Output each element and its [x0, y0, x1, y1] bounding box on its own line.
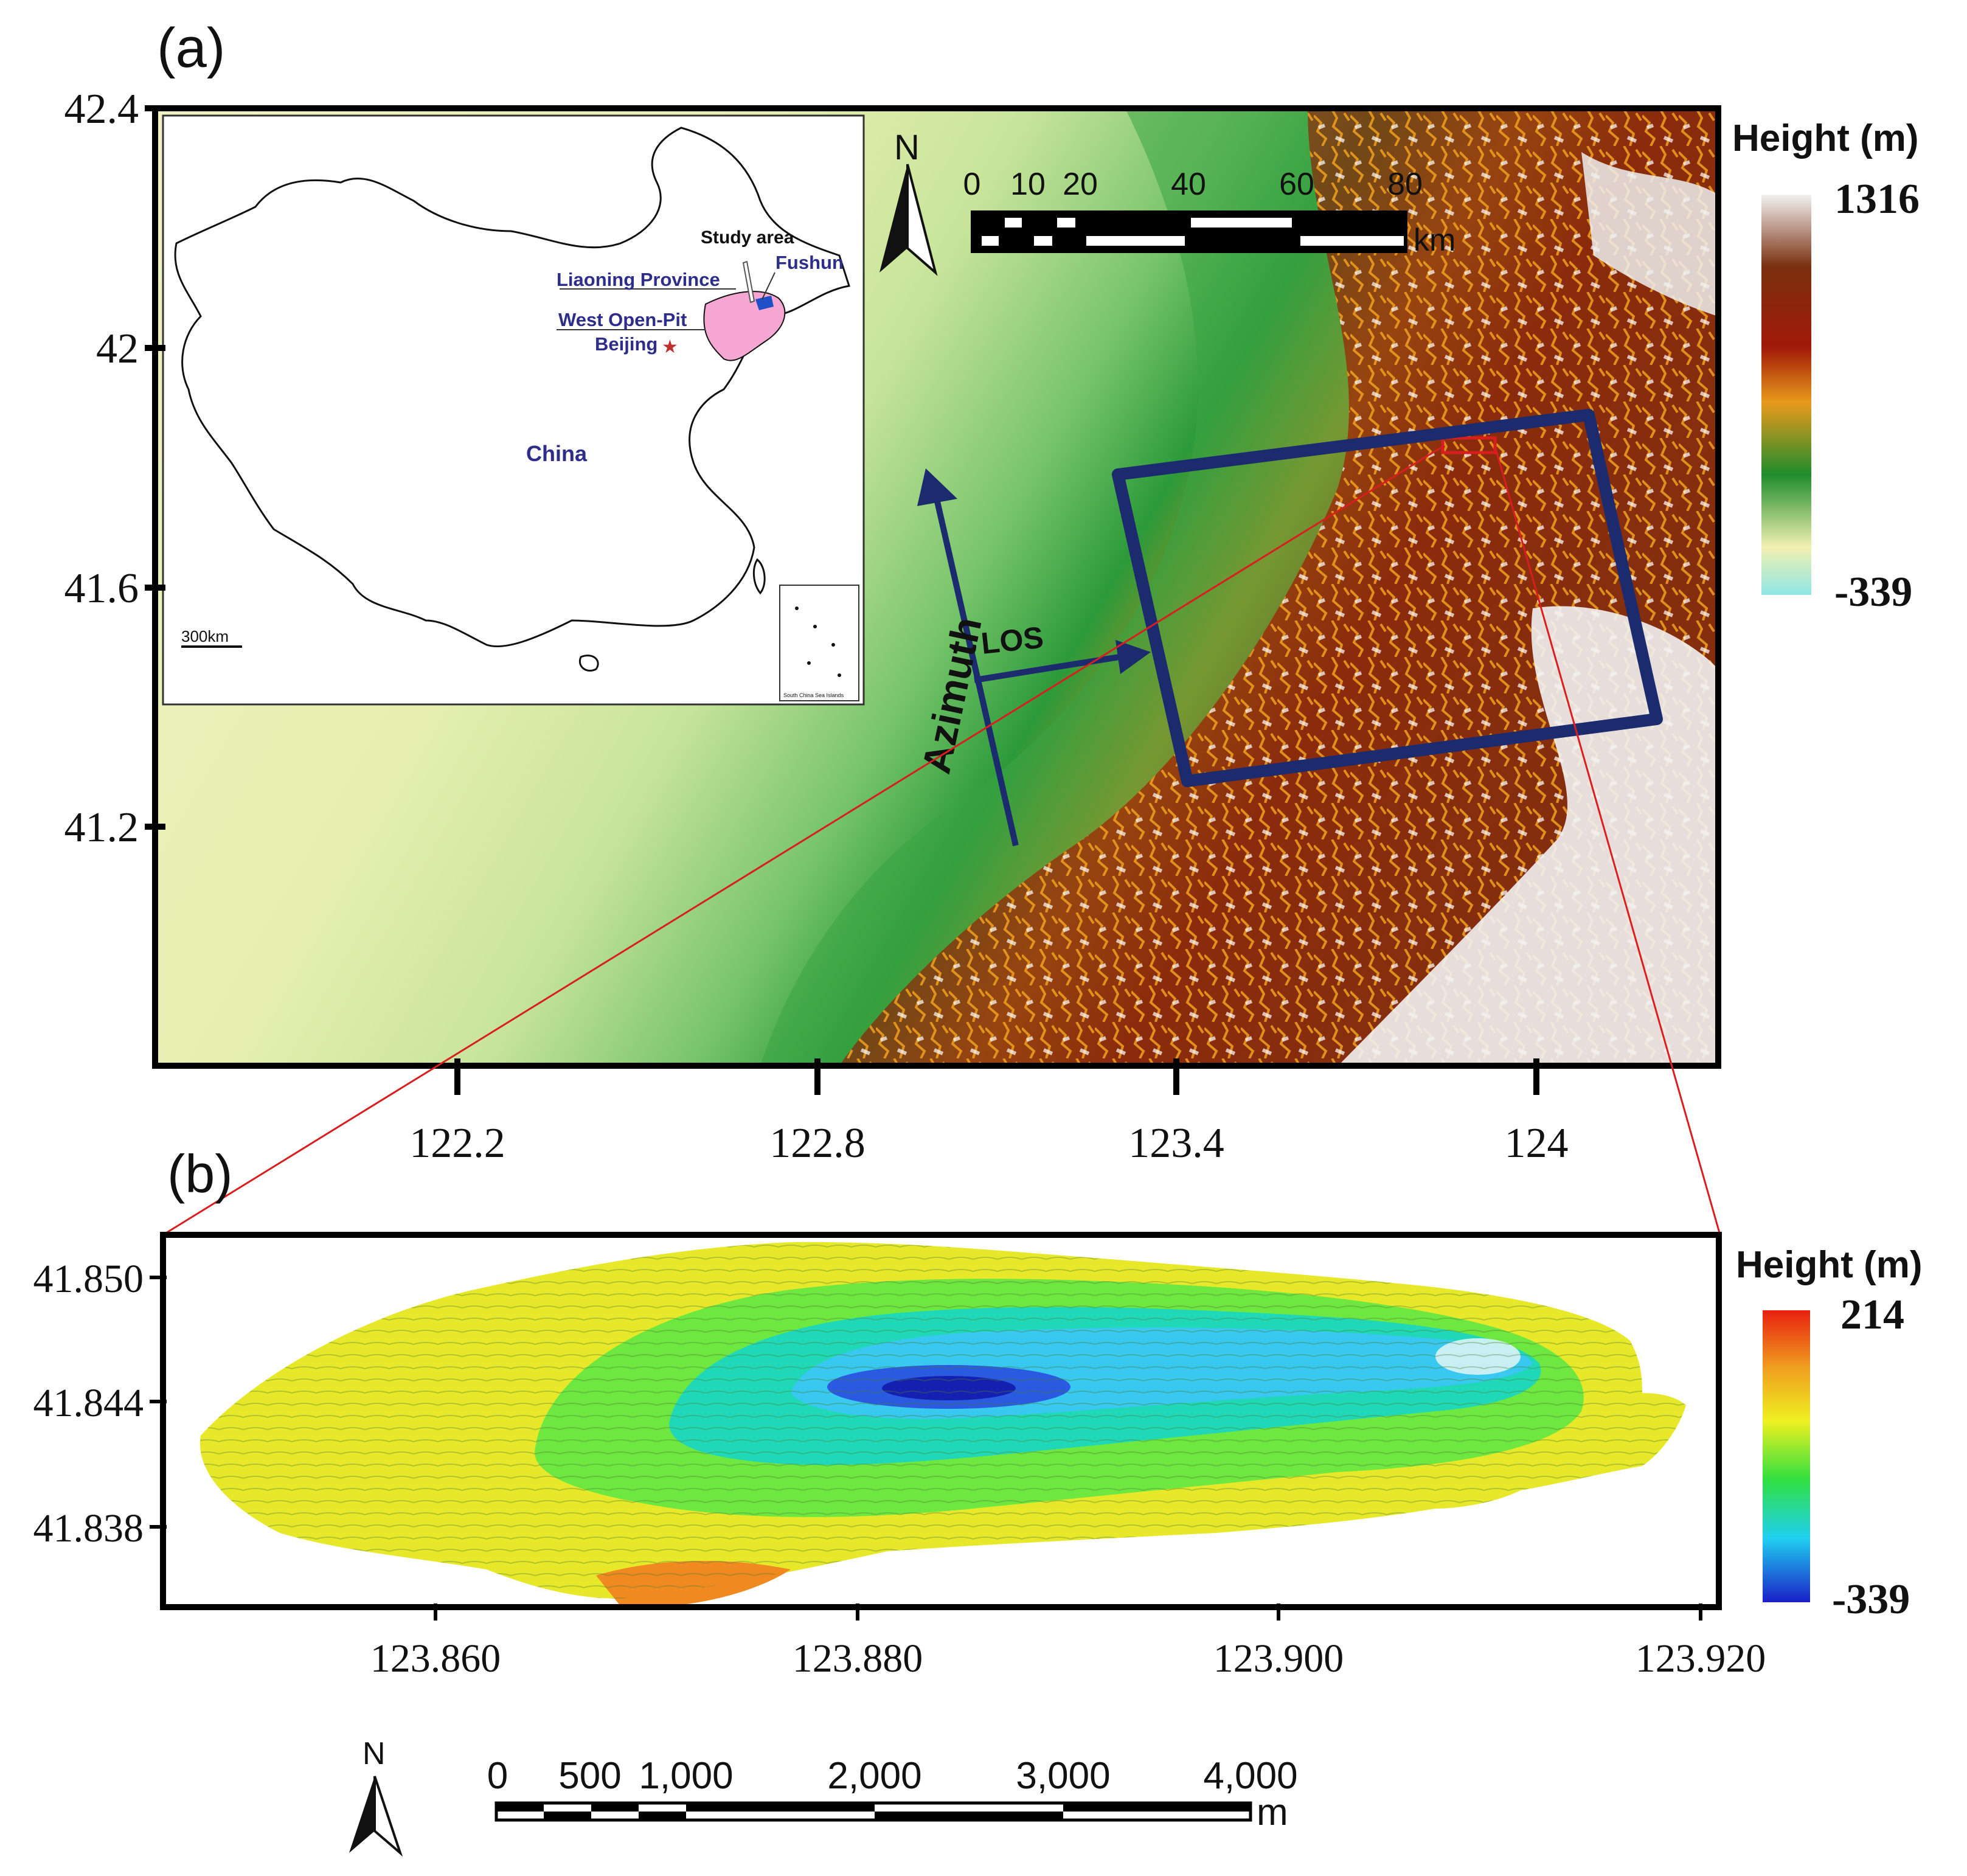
scale-tick-a-3: 40: [1171, 167, 1206, 202]
scale-tick-b-3: 2,000: [827, 1755, 921, 1797]
inset-china-label: China: [526, 441, 588, 466]
inset-west-open-pit: West Open-Pit: [558, 309, 687, 330]
scale-tick-b-2: 1,000: [639, 1755, 733, 1797]
legend-title-a: Height (m): [1732, 117, 1919, 159]
lon-tick-a-1: 122.8: [769, 1120, 866, 1167]
axis-ticks-b: [150, 1276, 1702, 1621]
study-area-highlight: [1441, 436, 1497, 454]
china-outline: [174, 127, 850, 648]
north-arrow-icon: [879, 164, 938, 276]
inset-south-china-sea: South China Sea Islands: [783, 692, 844, 698]
north-label-a: N: [894, 128, 920, 167]
scale-tick-a-4: 60: [1279, 167, 1314, 202]
lon-tick-b-3: 123.920: [1636, 1636, 1766, 1681]
scale-unit-b: m: [1257, 1791, 1288, 1833]
scale-bar-b: [494, 1801, 1252, 1822]
china-inset: [162, 114, 865, 706]
panel-b-label: (b): [167, 1144, 233, 1204]
zoom-line-right: [1494, 446, 1721, 1235]
beijing-star-icon: ★: [662, 337, 678, 357]
axis-ticks-a: [145, 105, 1539, 1095]
los-label: LOS: [979, 620, 1045, 661]
pit-dem: [199, 1242, 1686, 1607]
lon-tick-b-0: 123.860: [370, 1636, 501, 1681]
scale-tick-a-1: 10: [1010, 167, 1046, 202]
scale-unit-a: km: [1414, 223, 1455, 258]
north-label-b: N: [363, 1736, 386, 1771]
north-arrow-b-icon: [349, 1776, 403, 1857]
inset-liaoning: Liaoning Province: [557, 269, 720, 290]
lat-tick-b-1: 41.844: [33, 1381, 144, 1425]
lat-tick-a-3: 41.2: [64, 804, 139, 851]
scale-tick-a-0: 0: [963, 167, 981, 202]
lon-tick-b-1: 123.880: [793, 1636, 923, 1681]
sar-footprint: [1112, 409, 1663, 787]
panel-a-label: (a): [157, 17, 225, 79]
legend-title-b: Height (m): [1736, 1244, 1923, 1286]
lon-tick-a-3: 124: [1505, 1120, 1569, 1167]
lat-tick-b-0: 41.850: [33, 1257, 144, 1301]
scale-tick-b-4: 3,000: [1016, 1755, 1110, 1797]
lat-tick-a-0: 42.4: [64, 86, 139, 133]
colorbar-b: [1763, 1310, 1810, 1602]
lon-tick-a-2: 123.4: [1128, 1120, 1224, 1167]
scale-tick-b-0: 0: [487, 1755, 508, 1797]
lon-tick-a-0: 122.2: [409, 1120, 505, 1167]
scale-bar-a: [971, 210, 1407, 253]
inset-study-area: Study area: [701, 228, 794, 248]
zoom-line-left: [162, 445, 1443, 1236]
legend-max-a: 1316: [1834, 176, 1920, 223]
inset-beijing: Beijing: [595, 333, 657, 355]
scale-tick-b-5: 4,000: [1203, 1755, 1297, 1797]
inset-fushun: Fushun: [775, 252, 844, 273]
fushun-area: [755, 296, 774, 310]
azimuth-arrow: [917, 468, 1019, 847]
lat-tick-a-2: 41.6: [64, 565, 139, 612]
lat-tick-a-1: 42: [96, 325, 139, 372]
legend-min-b: -339: [1832, 1576, 1910, 1623]
legend-min-a: -339: [1834, 569, 1912, 616]
scale-tick-a-5: 80: [1387, 167, 1423, 202]
scale-tick-a-2: 20: [1063, 167, 1098, 202]
scale-tick-b-1: 500: [558, 1755, 621, 1797]
lon-tick-b-2: 123.900: [1213, 1636, 1344, 1681]
frame-b: [160, 1232, 1722, 1610]
inset-scale: 300km: [181, 627, 229, 645]
legend-max-b: 214: [1840, 1291, 1904, 1338]
lat-tick-b-2: 41.838: [33, 1506, 144, 1551]
colorbar-a: [1761, 195, 1811, 595]
